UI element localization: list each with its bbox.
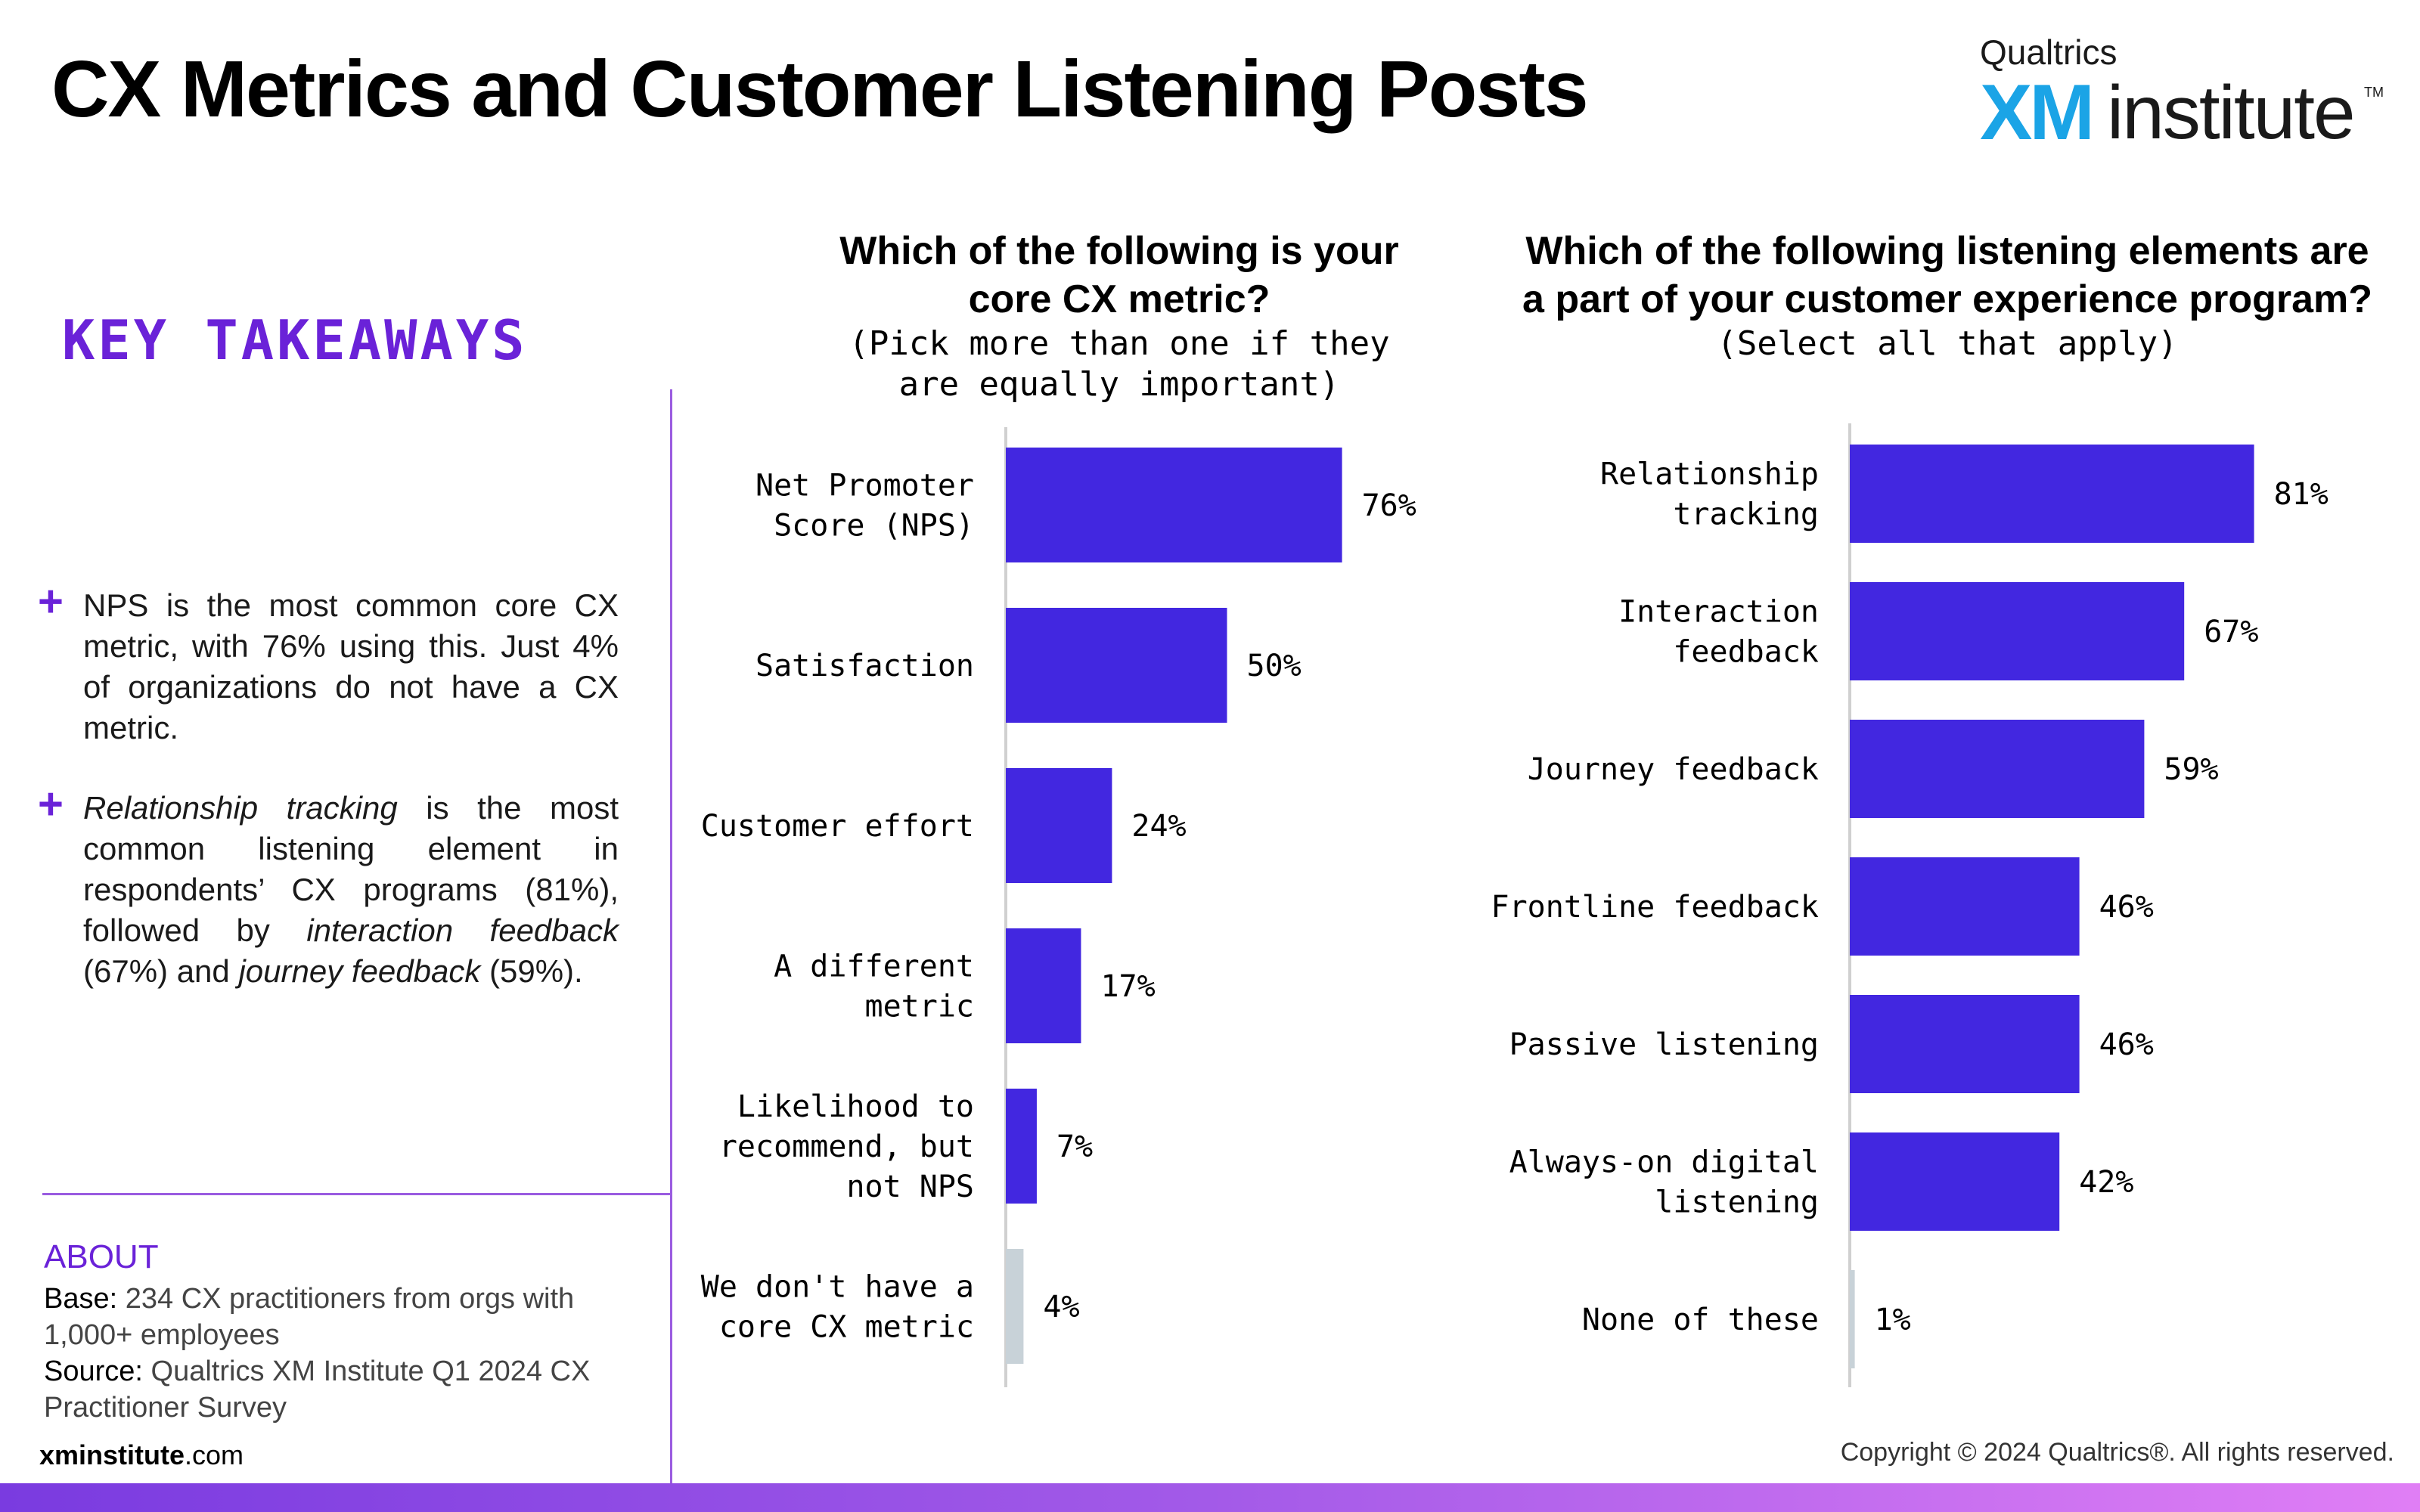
plus-icon: + [38, 577, 64, 626]
chart2-bar [1850, 1132, 2060, 1231]
chart1-bar [1006, 768, 1112, 883]
chart2-category-label: None of these [1582, 1303, 1819, 1337]
footer-gradient-bar [0, 1483, 2420, 1512]
chart2-value-label: 59% [2164, 752, 2218, 787]
chart2-bar [1850, 857, 2080, 956]
about-heading: ABOUT [44, 1238, 159, 1275]
vertical-divider [670, 389, 672, 1486]
site-bold: xminstitute [39, 1439, 185, 1470]
emphasis-interaction-feedback: interaction feedback [306, 912, 619, 948]
logo-trademark: TM [2364, 85, 2384, 100]
chart1-bar [1006, 448, 1342, 562]
chart2-bar [1850, 720, 2145, 818]
key-takeaways-heading: KEY TAKEAWAYS [62, 308, 528, 372]
emphasis-journey-feedback: journey feedback [238, 953, 481, 989]
base-label: Base: [44, 1283, 118, 1315]
chart2-value-label: 46% [2099, 1027, 2154, 1062]
chart2-value-label: 42% [2079, 1165, 2133, 1200]
plus-icon: + [38, 779, 64, 829]
chart2-value-label: 1% [1875, 1303, 1911, 1337]
chart2-category-label: Always-on digital listening [1509, 1145, 1819, 1220]
chart2-value-label: 67% [2204, 615, 2258, 649]
chart1-category-label: Likelihood to recommend, but not NPS [719, 1089, 974, 1204]
chart1-title: Which of the following is your core CX m… [839, 229, 1399, 321]
chart1-category-label: Customer effort [701, 809, 974, 844]
site-link[interactable]: xminstitute.com [39, 1439, 244, 1471]
chart2-subtitle: (Select all that apply) [1717, 324, 2178, 363]
copyright: Copyright © 2024 Qualtrics®. All rights … [1840, 1438, 2394, 1467]
xm-institute-logo: Qualtrics XM institute TM [1980, 32, 2384, 156]
chart1-bar [1006, 1089, 1037, 1204]
chart1-bar [1006, 1249, 1024, 1364]
about-text: Base: 234 CX practitioners from orgs wit… [44, 1281, 649, 1426]
chart2-bar [1850, 582, 2185, 680]
chart2-category-label: Interaction feedback [1618, 595, 1819, 670]
chart2-category-label: Passive listening [1509, 1027, 1819, 1062]
chart1-value-label: 7% [1056, 1129, 1093, 1164]
takeaway-2-text: is the most common listening element in … [83, 790, 619, 948]
chart1-bar [1006, 928, 1081, 1043]
chart2-value-label: 81% [2274, 477, 2328, 512]
chart1-value-label: 76% [1362, 488, 1416, 523]
source-value: Qualtrics XM Institute Q1 2024 CX Practi… [44, 1356, 591, 1424]
logo-brand: Qualtrics [1980, 33, 2118, 72]
chart1-value-label: 24% [1131, 809, 1186, 844]
chart2-title: Which of the following listening element… [1522, 229, 2373, 321]
site-rest: .com [185, 1439, 244, 1470]
chart1-category-label: We don't have a core CX metric [701, 1270, 974, 1345]
chart2-bar [1850, 1270, 1855, 1368]
takeaway-2-text: (67%) and [83, 953, 239, 989]
takeaway-2: Relationship tracking is the most common… [83, 788, 619, 992]
chart1-category-label: Net Promoter Score (NPS) [755, 469, 974, 544]
chart1-category-label: Satisfaction [755, 649, 974, 683]
chart2-value-label: 46% [2099, 890, 2154, 925]
chart1-value-label: 4% [1043, 1290, 1079, 1325]
chart1-subtitle: (Pick more than one if they are equally … [849, 324, 1390, 404]
logo-xm: XM [1980, 69, 2095, 156]
takeaway-1: NPS is the most common core CX metric, w… [83, 587, 619, 745]
takeaway-2-text: (59%). [480, 953, 583, 989]
chart2-bar [1850, 445, 2254, 543]
emphasis-relationship-tracking: Relationship tracking [83, 790, 398, 826]
chart2-category-label: Relationship tracking [1600, 457, 1819, 532]
chart1-bar [1006, 608, 1227, 723]
page-title: CX Metrics and Customer Listening Posts [51, 45, 1589, 134]
horizontal-divider [42, 1193, 670, 1195]
chart1-value-label: 17% [1100, 969, 1155, 1004]
base-value: 234 CX practitioners from orgs with 1,00… [44, 1283, 575, 1351]
chart2-category-label: Journey feedback [1528, 752, 1819, 787]
logo-institute: institute [2107, 70, 2356, 155]
chart2-category-label: Frontline feedback [1491, 890, 1819, 925]
chart1-category-label: A different metric [774, 950, 974, 1024]
source-label: Source: [44, 1356, 143, 1387]
chart2-bar [1850, 995, 2080, 1093]
chart1-value-label: 50% [1247, 649, 1302, 683]
